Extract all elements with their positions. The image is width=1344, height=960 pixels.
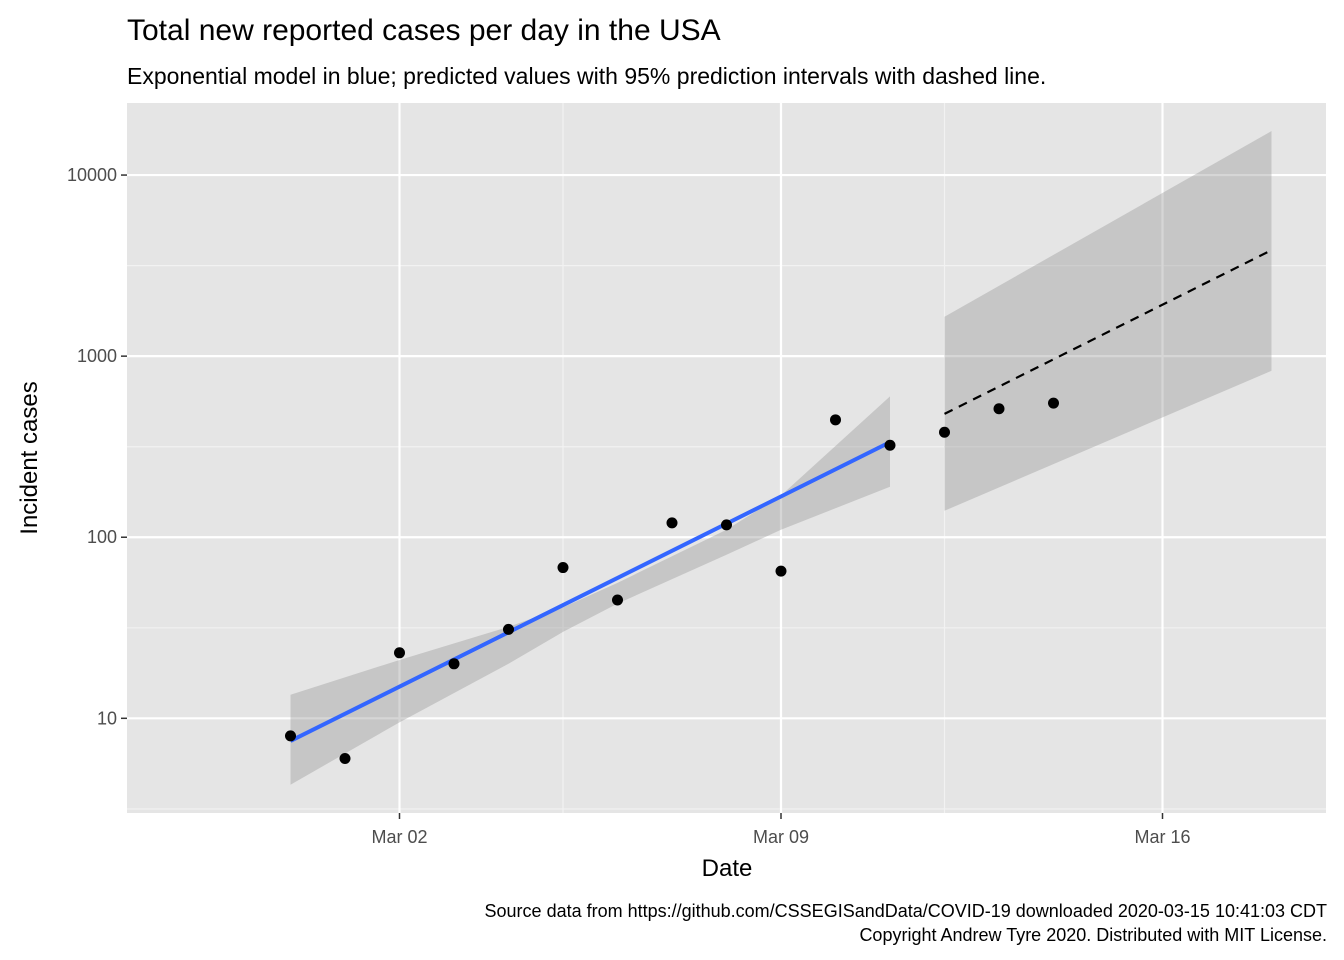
y-axis-title: Incident cases [16, 381, 43, 534]
y-tick-label: 100 [87, 527, 117, 547]
y-tick-label: 10 [97, 708, 117, 728]
minor-gridlines [127, 103, 1326, 813]
data-point [612, 594, 623, 606]
data-point [884, 439, 896, 451]
x-tick-label: Mar 02 [371, 827, 427, 847]
interval-bands [290, 131, 1272, 785]
x-axis: Mar 02 Mar 09 Mar 16 [371, 813, 1191, 847]
x-tick-label: Mar 09 [753, 827, 809, 847]
chart-title: Total new reported cases per day in the … [127, 14, 721, 47]
exponential-model-line [289, 440, 891, 743]
data-point [1048, 397, 1059, 409]
caption-source: Source data from https://github.com/CSSE… [485, 901, 1327, 921]
y-axis: 10 100 1000 10000 [67, 165, 127, 728]
data-point [503, 623, 514, 635]
data-point [666, 517, 678, 529]
data-point [285, 730, 296, 742]
major-gridlines [127, 103, 1326, 813]
data-point [939, 426, 950, 438]
x-axis-title: Date [702, 855, 753, 882]
chart-subtitle: Exponential model in blue; predicted val… [127, 63, 1046, 89]
model-confidence-band [290, 396, 890, 785]
caption-copyright: Copyright Andrew Tyre 2020. Distributed … [859, 925, 1327, 945]
data-point [557, 562, 569, 574]
prediction-dashed-line [944, 249, 1272, 415]
model-lines [289, 249, 1272, 743]
data-point [339, 752, 351, 764]
data-point [721, 519, 732, 531]
y-tick-label: 10000 [67, 165, 117, 185]
plot-panel [127, 103, 1326, 813]
data-point [775, 565, 787, 577]
data-point [830, 414, 841, 426]
data-points [285, 397, 1059, 764]
data-point [993, 403, 1005, 415]
y-tick-label: 1000 [77, 346, 117, 366]
data-point [448, 658, 460, 670]
x-tick-label: Mar 16 [1134, 827, 1190, 847]
prediction-interval-band [944, 131, 1272, 511]
data-point [394, 647, 405, 659]
